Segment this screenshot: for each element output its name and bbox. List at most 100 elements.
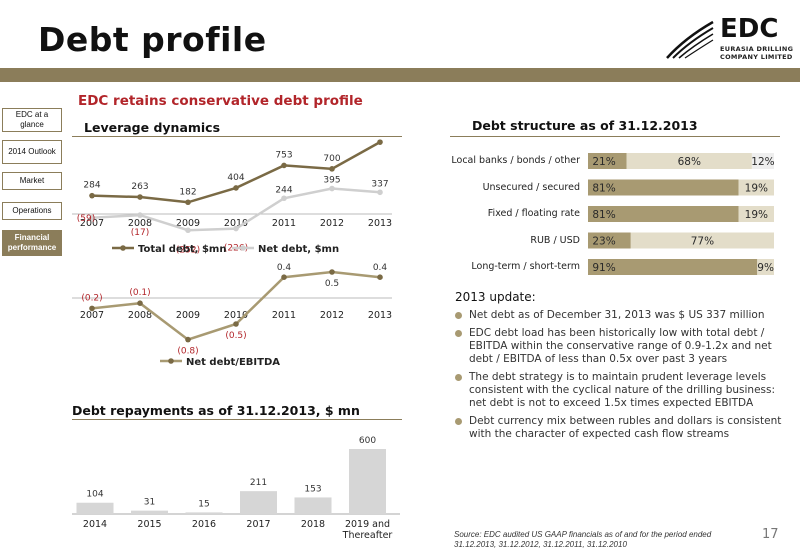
bar-segment <box>588 232 631 249</box>
x-tick-label: 2016 <box>192 519 216 530</box>
repayments-heading: Debt repayments as of 31.12.2013, $ mn <box>72 403 360 418</box>
data-label: 12% <box>751 156 774 168</box>
structure-row-label: Unsecured / secured <box>482 181 580 193</box>
structure-row-label: Local banks / bonds / other <box>451 155 580 166</box>
data-label: (0.2) <box>81 293 102 303</box>
header-bar: Debt profile EDC EURASIA DRILLING COMPAN… <box>0 0 800 82</box>
structure-row-label: RUB / USD <box>530 234 580 246</box>
data-label: 153 <box>304 484 321 494</box>
x-tick-label: 2011 <box>272 310 296 321</box>
structure-rule <box>450 136 780 137</box>
bar-segment <box>738 179 774 196</box>
data-point <box>137 300 143 306</box>
data-label: 753 <box>275 150 292 160</box>
data-point <box>329 269 335 275</box>
data-label: 68% <box>678 156 701 168</box>
data-point <box>281 195 287 202</box>
data-point <box>89 192 95 199</box>
page-title: Debt profile <box>38 20 267 59</box>
x-tick-label: 2007 <box>80 310 104 321</box>
data-point <box>281 274 287 280</box>
logo-name: EDC <box>720 14 779 44</box>
x-tick-label: 2008 <box>128 310 152 321</box>
data-label: 31 <box>144 498 155 508</box>
update-bullet: Net debt as of December 31, 2013 was $ U… <box>455 309 785 322</box>
bullet-dot-icon <box>455 312 462 319</box>
data-point <box>377 139 383 145</box>
data-label: 700 <box>323 154 340 164</box>
bar <box>185 512 223 514</box>
bullet-dot-icon <box>455 330 462 337</box>
nav-item-market[interactable]: Market <box>2 172 62 190</box>
leverage-heading: Leverage dynamics <box>84 120 221 135</box>
data-label: 404 <box>227 173 244 183</box>
data-point <box>185 227 191 234</box>
data-label: (252) <box>176 245 200 255</box>
x-tick-label: 2013 <box>368 218 392 229</box>
x-tick-label: 2008 <box>128 218 152 229</box>
nav-item-financial-performance[interactable]: Financial performance <box>2 230 62 256</box>
data-point <box>329 166 335 172</box>
data-point <box>185 336 191 343</box>
x-tick-label: 2012 <box>320 310 344 321</box>
data-label: 284 <box>83 181 100 191</box>
bar-segment <box>588 259 758 275</box>
bullet-dot-icon <box>455 418 462 425</box>
data-label: 77% <box>691 236 714 248</box>
leverage-rule <box>72 136 402 137</box>
data-point <box>281 162 287 169</box>
nav-item-operations[interactable]: Operations <box>2 202 62 220</box>
data-label: 0.4 <box>277 263 292 273</box>
data-label: 81% <box>592 183 615 195</box>
x-tick-label: 2019 and <box>345 519 390 530</box>
x-tick-label: 2018 <box>301 519 325 530</box>
bullet-text: Debt currency mix between rubles and dol… <box>469 415 782 440</box>
data-label: 0.4 <box>373 263 388 273</box>
bar-segment <box>757 259 774 275</box>
logo-sub-line1: EURASIA DRILLING <box>720 45 794 53</box>
update-bullet: The debt strategy is to maintain prudent… <box>455 371 785 410</box>
data-label: 182 <box>179 187 196 197</box>
nav-item-edc-at-a-glance[interactable]: EDC at a glance <box>2 108 62 132</box>
data-label: 9% <box>757 262 774 274</box>
x-tick-label: 2010 <box>224 218 248 229</box>
legend-marker <box>168 358 174 364</box>
leverage-chart: 2007 2008 2009 2010 2011 2012 2013 284 263 182 404… <box>72 139 392 255</box>
bullet-dot-icon <box>455 374 462 381</box>
data-label: 19% <box>745 183 768 195</box>
debt-structure-chart: 21% 68% 12% 81% 19% 81% 19% 23% 77% 91% 9% <box>588 153 775 275</box>
bar-segment <box>751 153 774 169</box>
data-point <box>377 274 383 280</box>
data-point <box>329 185 335 192</box>
legend-label: Total debt, $mn <box>138 244 226 255</box>
update-bullet: Debt currency mix between rubles and dol… <box>455 415 785 441</box>
data-point <box>377 189 383 196</box>
data-label: 600 <box>359 436 376 446</box>
x-tick-label: 2017 <box>246 519 270 530</box>
data-point <box>233 185 239 191</box>
x-tick-label: 2013 <box>368 310 392 321</box>
bar-segment <box>588 206 739 222</box>
x-tick-label: 2009 <box>176 218 200 229</box>
legend-marker <box>240 245 246 251</box>
data-label: 91% <box>592 262 615 274</box>
data-label: (17) <box>131 228 149 238</box>
bullet-text: Net debt as of December 31, 2013 was $ U… <box>469 309 765 321</box>
x-tick-label: Thereafter <box>342 530 393 541</box>
data-label: 337 <box>371 179 388 189</box>
data-label: 263 <box>131 182 148 192</box>
data-point <box>89 305 95 312</box>
nav-item-2014-outlook[interactable]: 2014 Outlook <box>2 140 62 164</box>
bar-segment <box>738 206 774 222</box>
slide-subtitle: EDC retains conservative debt profile <box>78 93 363 109</box>
repayments-chart: 104 2014 31 2015 15 2016 211 2017 153 2018 600 2019… <box>72 436 400 541</box>
data-label: 21% <box>592 156 615 168</box>
structure-row-label: Fixed / floating rate <box>487 208 580 219</box>
header-band <box>0 68 800 82</box>
logo-sub-line2: COMPANY LIMITED <box>720 53 793 61</box>
structure-row-label: Long-term / short-term <box>471 261 580 272</box>
bar <box>294 497 332 514</box>
bar <box>349 449 386 514</box>
bullet-text: The debt strategy is to maintain prudent… <box>469 371 776 409</box>
bar-segment <box>630 232 774 249</box>
